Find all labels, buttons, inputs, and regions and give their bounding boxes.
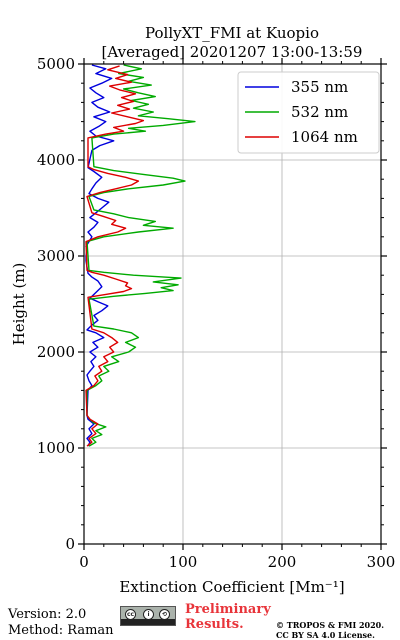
chart-title-line-1: PollyXT_FMI at Kuopio — [145, 24, 319, 42]
series-line-1064-nm — [85, 65, 145, 447]
y-tick-label: 5000 — [37, 55, 75, 73]
y-tick-label: 2000 — [37, 343, 75, 361]
y-tick-label: 4000 — [37, 151, 75, 169]
method-text: Method: Raman — [8, 623, 114, 638]
chart-title-line-2: [Averaged] 20201207 13:00-13:59 — [102, 43, 363, 61]
copyright-line-1: © TROPOS & FMI 2020. — [276, 620, 385, 630]
x-tick-label: 0 — [79, 553, 89, 571]
legend: 355 nm 532 nm 1064 nm — [237, 71, 380, 154]
cc-license-badge: cc i ⟲ — [120, 606, 176, 626]
legend-box — [237, 71, 380, 154]
x-tick-label: 300 — [367, 553, 396, 571]
series-line-532-nm — [86, 64, 196, 447]
x-tick-label: 200 — [268, 553, 297, 571]
y-tick-label: 0 — [65, 535, 75, 553]
x-tick-label: 100 — [169, 553, 198, 571]
x-axis-label: Extinction Coefficient [Mm⁻¹] — [119, 578, 344, 596]
y-tick-label: 3000 — [37, 247, 75, 265]
preliminary-line-1: Preliminary — [185, 602, 271, 617]
y-tick-label: 1000 — [37, 439, 75, 457]
y-axis-label: Height (m) — [10, 263, 28, 346]
preliminary-line-2: Results. — [185, 617, 244, 632]
preliminary-notice: Preliminary Results. — [185, 602, 271, 632]
legend-label: 355 nm — [291, 78, 348, 96]
copyright-notice: © TROPOS & FMI 2020. CC BY SA 4.0 Licens… — [276, 620, 384, 640]
version-text: Version: 2.0 — [8, 607, 87, 622]
copyright-line-2: CC BY SA 4.0 License. — [276, 630, 375, 640]
legend-label: 532 nm — [291, 103, 348, 121]
plot-frame — [83, 63, 382, 545]
extinction-profile-chart: PollyXT_FMI at Kuopio [Averaged] 2020120… — [10, 24, 396, 596]
series-layer — [85, 64, 196, 447]
license-bar — [121, 619, 175, 625]
legend-label: 1064 nm — [291, 128, 358, 146]
